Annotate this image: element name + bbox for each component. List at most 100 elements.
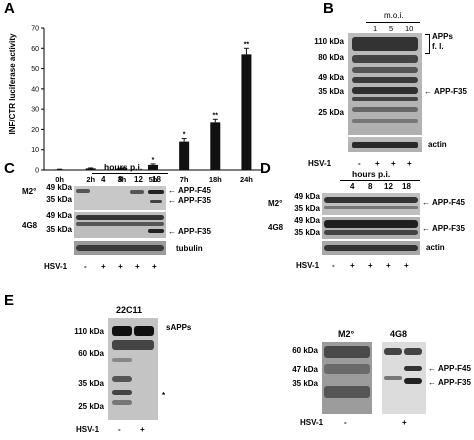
- moi-label: m.o.i.: [384, 11, 404, 20]
- b-hsv-sign-4: +: [407, 159, 412, 168]
- panel-a-xtick-label: 18h: [209, 175, 222, 184]
- c-marker-49-mid: 49 kDa: [46, 211, 72, 220]
- e-marker-35-right: 35 kDa: [292, 379, 318, 388]
- b-fl-label: f. l.: [432, 42, 444, 51]
- blot-c-4g8: [74, 212, 166, 238]
- b-hsv-sign-1: -: [358, 159, 361, 168]
- e-hsv-label-left: HSV-1: [76, 425, 100, 434]
- b-apps-bracket: [425, 34, 430, 54]
- c-antibody-4g8: 4G8: [22, 221, 38, 230]
- panel-a-ytick-label: 0: [35, 168, 39, 175]
- c-hsv-sign-3: +: [118, 262, 123, 271]
- d-marker-35-top: 35 kDa: [294, 204, 320, 213]
- blot-c-m2: [74, 186, 166, 210]
- d-hours-line: [340, 180, 420, 181]
- blot-d-4g8: [322, 217, 420, 239]
- d-arrow-f35-icon: ←: [422, 224, 430, 233]
- b-apps-label: APPs: [432, 32, 453, 41]
- e-marker-60-right: 60 kDa: [292, 346, 318, 355]
- panel-a-significance: *: [183, 132, 186, 139]
- c-f35-label: APP-F35: [178, 196, 211, 205]
- blot-e-m2: [322, 342, 372, 414]
- c-arrow-f35-icon: ←: [168, 196, 176, 205]
- e-marker-25: 25 kDa: [78, 402, 104, 411]
- panel-c-label: C: [4, 160, 15, 177]
- c-marker-35-mid: 35 kDa: [46, 225, 72, 234]
- blot-c-tubulin: [74, 241, 166, 255]
- c-hour-8: 8: [118, 175, 123, 184]
- panel-a-ytick-label: 70: [31, 26, 39, 33]
- e-marker-35: 35 kDa: [78, 379, 104, 388]
- c-hour-4: 4: [101, 175, 106, 184]
- e-hsv-sign-right-1: -: [344, 418, 347, 427]
- c-hsv-sign-4: +: [135, 262, 140, 271]
- e-marker-110: 110 kDa: [74, 327, 104, 336]
- b-actin-label: actin: [428, 140, 447, 149]
- e-hsv-label-right: HSV-1: [300, 418, 324, 427]
- c-tubulin-label: tubulin: [176, 244, 203, 253]
- panel-a-significance: **: [213, 112, 219, 119]
- e-antibody-m2: M2°: [338, 329, 355, 339]
- blot-e-4g8: [382, 342, 426, 414]
- e-arrow-f45-icon: ←: [428, 364, 436, 373]
- moi-line: [366, 22, 420, 23]
- e-hsv-sign-left-2: +: [140, 425, 145, 434]
- panel-a-xtick-label: 0h: [55, 175, 64, 184]
- d-arrow-f45-icon: ←: [422, 198, 430, 207]
- panel-a-ytick-label: 10: [31, 147, 39, 154]
- d-hsv-sign-2: +: [350, 261, 355, 270]
- c-arrow-f45-icon: ←: [168, 186, 176, 195]
- b-marker-80: 80 kDa: [318, 53, 344, 62]
- panel-a-bar: [85, 168, 96, 170]
- panel-a-bar: [210, 122, 221, 170]
- b-marker-49: 49 kDa: [318, 73, 344, 82]
- panel-a-xtick-label: 5h: [149, 175, 158, 184]
- blot-b-actin: [348, 137, 422, 152]
- panel-a-ytick-label: 40: [31, 86, 39, 93]
- moi-10: 10: [405, 24, 414, 33]
- c-hour-18: 18: [152, 175, 161, 184]
- panel-a-bar: [241, 54, 252, 170]
- panel-a-bar: [54, 169, 65, 170]
- d-marker-49-mid: 49 kDa: [294, 216, 320, 225]
- b-marker-110: 110 kDa: [314, 37, 344, 46]
- c-antibody-m2: M2°: [22, 187, 37, 196]
- blot-d-actin: [322, 241, 420, 255]
- panel-a-bar: [148, 164, 158, 170]
- e-antibody-4g8: 4G8: [390, 329, 408, 339]
- d-hour-4: 4: [350, 182, 355, 191]
- panel-a-xtick-label: 3h: [117, 175, 126, 184]
- panel-a-significance: *: [152, 157, 155, 164]
- panel-d-label: D: [260, 160, 271, 177]
- e-marker-47-right: 47 kDa: [292, 365, 318, 374]
- panel-a-ytick-label: 60: [31, 46, 39, 53]
- panel-a-bar: [116, 168, 127, 170]
- panel-a-significance: **: [244, 41, 250, 48]
- c-hsv-sign-2: +: [101, 262, 106, 271]
- d-hsv-sign-3: +: [368, 261, 373, 270]
- b-hsv-label: HSV-1: [308, 159, 332, 168]
- blot-e-22c11: [108, 318, 158, 420]
- d-f35-label: APP-F35: [432, 224, 465, 233]
- d-marker-35-mid: 35 kDa: [294, 228, 320, 237]
- c-f45-label: APP-F45: [178, 186, 211, 195]
- panel-a-xtick-label: 2h: [86, 175, 95, 184]
- moi-5: 5: [389, 24, 394, 33]
- c-marker-49-top: 49 kDa: [46, 183, 72, 192]
- panel-a-xtick-label: 7h: [180, 175, 189, 184]
- e-antibody-22c11: 22C11: [116, 305, 143, 315]
- panel-a-ytick-label: 30: [31, 107, 39, 114]
- panel-a-chart: 0 10 20 30 40 50 60 70 0h 2h 3h * 5h * 7h ** 18h ** 24h: [31, 26, 262, 184]
- c-hsv-label: HSV-1: [44, 262, 68, 271]
- d-hour-8: 8: [368, 182, 373, 191]
- c-hsv-sign-1: -: [84, 262, 87, 271]
- e-hsv-sign-left-1: -: [118, 425, 121, 434]
- d-marker-49-top: 49 kDa: [294, 192, 320, 201]
- d-hsv-label: HSV-1: [296, 261, 320, 270]
- c-hsv-sign-5: +: [152, 262, 157, 271]
- d-hour-12: 12: [384, 182, 393, 191]
- c-arrow-f35-mid-icon: ←: [168, 227, 176, 236]
- blot-b-main: [348, 33, 422, 135]
- b-marker-25: 25 kDa: [318, 108, 344, 117]
- b-hsv-sign-2: +: [375, 159, 380, 168]
